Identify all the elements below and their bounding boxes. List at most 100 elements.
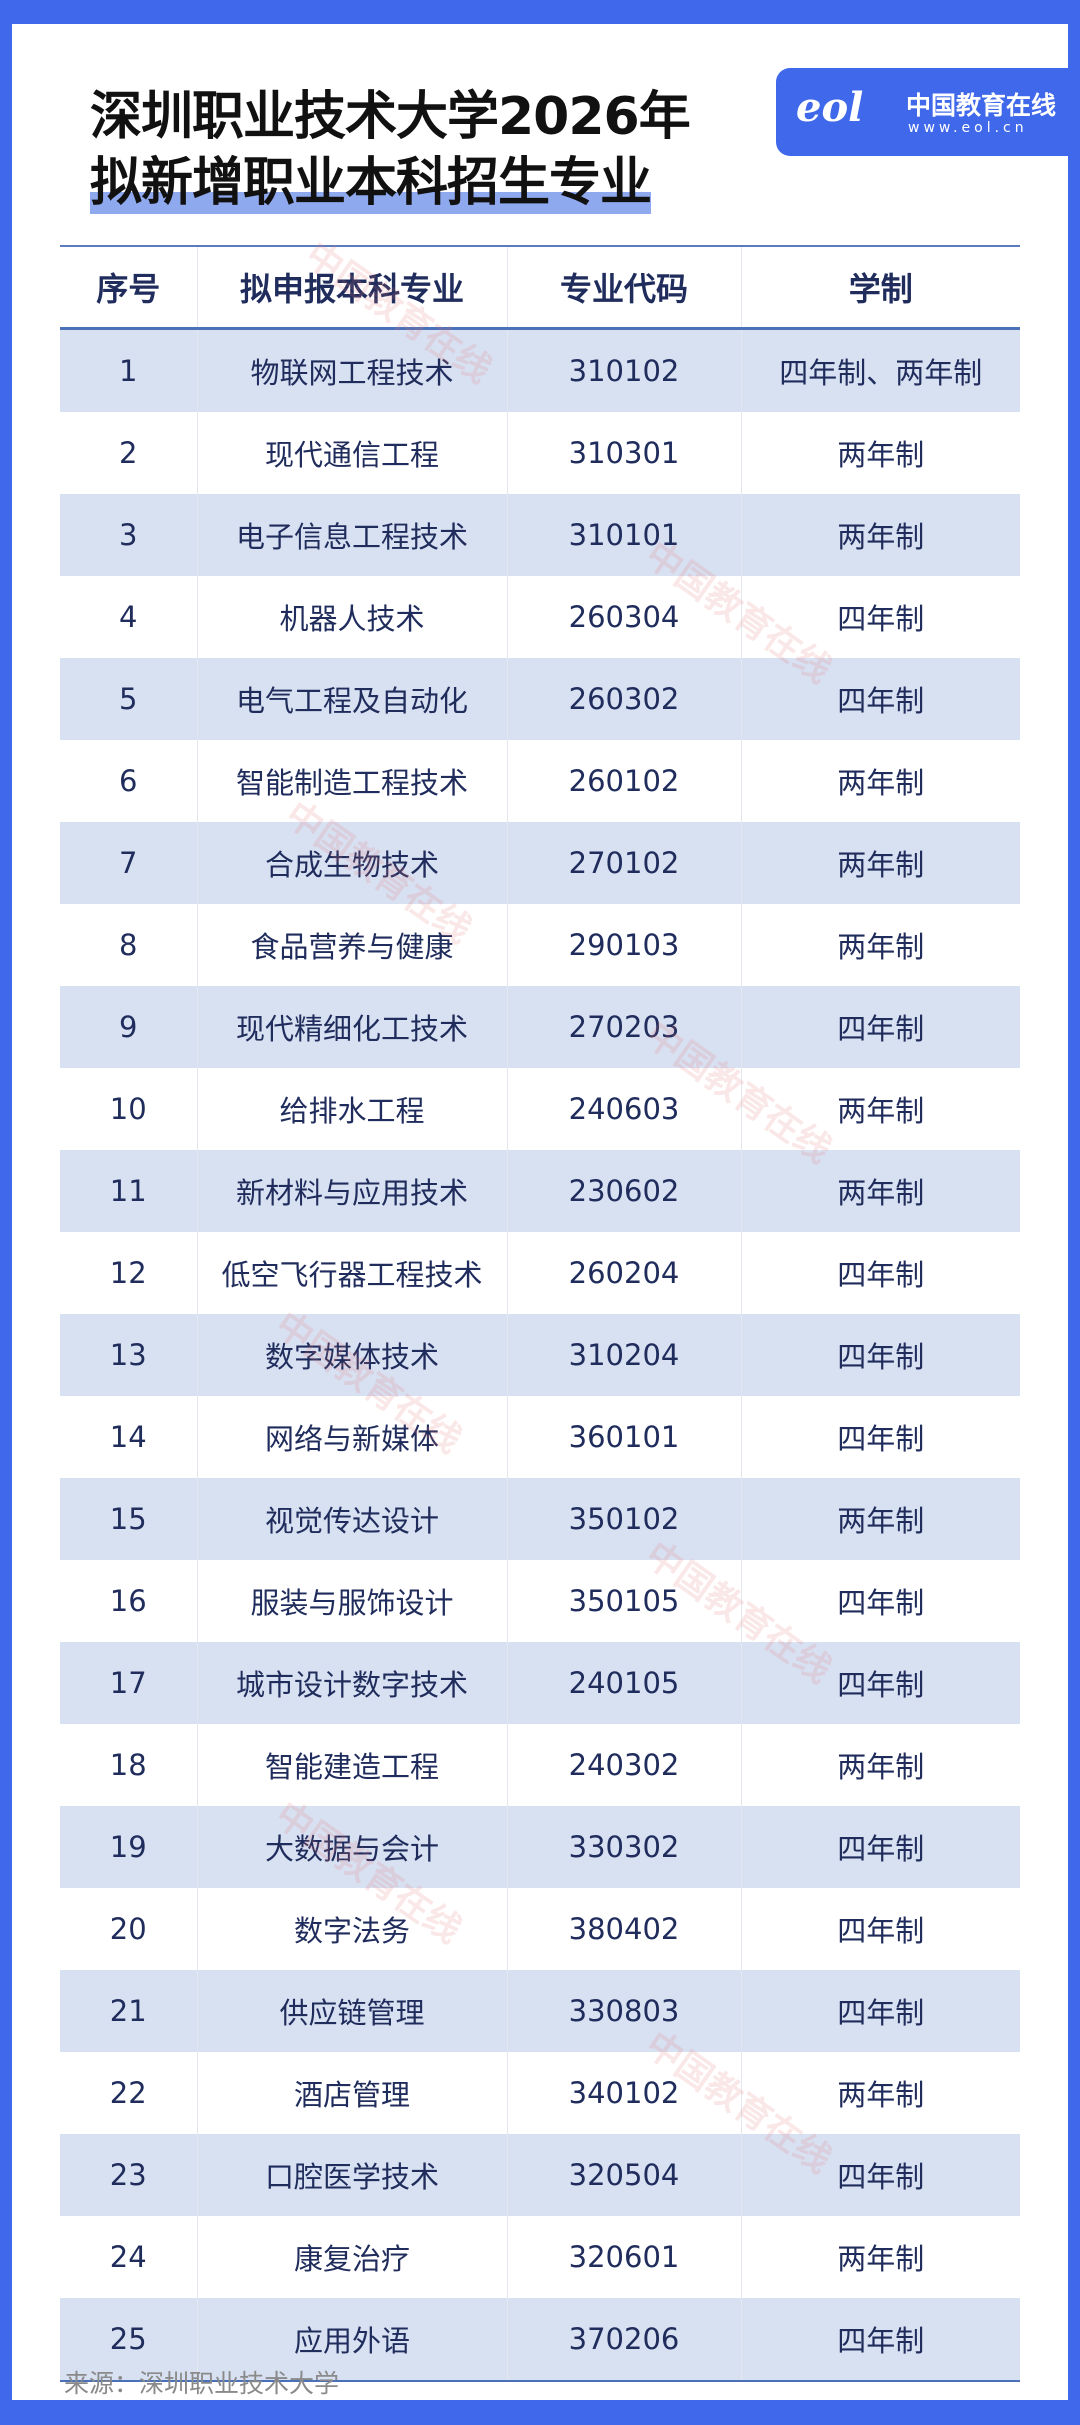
source-note: 来源：深圳职业技术大学 [64,2369,340,2398]
duration-cell: 四年制 [740,1232,1020,1314]
major-name-cell: 现代精细化工技术 [196,986,507,1068]
duration-cell: 两年制 [740,2216,1020,2298]
major-code-cell: 270102 [506,822,741,904]
table-row: 25 应用外语 370206 四年制 [60,2298,1020,2381]
row-number-cell: 11 [109,1174,147,1208]
major-name-cell: 城市设计数字技术 [196,1642,507,1724]
table-row: 14 网络与新媒体 360101 四年制 [60,1396,1020,1478]
row-number-cell: 23 [109,2158,147,2192]
major-code-cell: 320504 [506,2134,741,2216]
major-name-cell: 大数据与会计 [196,1806,507,1888]
duration-cell: 四年制 [740,2298,1020,2381]
major-code-cell: 370206 [506,2298,741,2381]
major-code-cell: 240105 [506,1642,741,1724]
column-header: 序号 [96,270,161,308]
major-code-cell: 350102 [506,1478,741,1560]
row-number-cell: 12 [109,1256,147,1290]
major-name-cell: 智能建造工程 [196,1724,507,1806]
table-row: 17 城市设计数字技术 240105 四年制 [60,1642,1020,1724]
major-name-cell: 新材料与应用技术 [196,1150,507,1232]
table-row: 1 物联网工程技术 310102 四年制、两年制 [60,328,1020,412]
title-line-1: 深圳职业技术大学2026年 [90,87,691,147]
column-header: 专业代码 [506,246,741,329]
major-name-cell: 数字法务 [196,1888,507,1970]
major-code-cell: 310102 [506,328,741,412]
major-name-cell: 电气工程及自动化 [196,658,507,740]
table-row: 21 供应链管理 330803 四年制 [60,1970,1020,2052]
table-row: 4 机器人技术 260304 四年制 [60,576,1020,658]
duration-cell: 两年制 [740,740,1020,822]
major-name-cell: 康复治疗 [196,2216,507,2298]
major-code-cell: 310301 [506,412,741,494]
duration-cell: 四年制 [740,658,1020,740]
major-code-cell: 340102 [506,2052,741,2134]
table-row: 23 口腔医学技术 320504 四年制 [60,2134,1020,2216]
major-code-cell: 260204 [506,1232,741,1314]
table-row: 20 数字法务 380402 四年制 [60,1888,1020,1970]
column-header: 拟申报本科专业 [196,246,507,329]
row-number-cell: 21 [109,1994,147,2028]
table-row: 24 康复治疗 320601 两年制 [60,2216,1020,2298]
row-number-cell: 7 [119,846,138,880]
duration-cell: 两年制 [740,1478,1020,1560]
table-row: 7 合成生物技术 270102 两年制 [60,822,1020,904]
duration-cell: 四年制 [740,576,1020,658]
table-row: 5 电气工程及自动化 260302 四年制 [60,658,1020,740]
major-code-cell: 260102 [506,740,741,822]
major-name-cell: 应用外语 [196,2298,507,2381]
major-code-cell: 350105 [506,1560,741,1642]
table-row: 18 智能建造工程 240302 两年制 [60,1724,1020,1806]
major-code-cell: 230602 [506,1150,741,1232]
major-name-cell: 物联网工程技术 [196,328,507,412]
duration-cell: 四年制 [740,986,1020,1068]
row-number-cell: 13 [109,1338,147,1372]
row-number-cell: 19 [109,1830,147,1864]
duration-cell: 两年制 [740,1068,1020,1150]
major-name-cell: 低空飞行器工程技术 [196,1232,507,1314]
row-number-cell: 14 [109,1420,147,1454]
duration-cell: 四年制 [740,1314,1020,1396]
duration-cell: 四年制 [740,1888,1020,1970]
major-code-cell: 260302 [506,658,741,740]
row-number-cell: 9 [119,1010,138,1044]
duration-cell: 四年制 [740,1970,1020,2052]
major-code-cell: 330803 [506,1970,741,2052]
table-header-row: 序号 拟申报本科专业 专业代码 学制 [60,246,1020,329]
major-code-cell: 290103 [506,904,741,986]
major-code-cell: 310204 [506,1314,741,1396]
major-code-cell: 360101 [506,1396,741,1478]
duration-cell: 四年制 [740,1642,1020,1724]
majors-table: 序号 拟申报本科专业 专业代码 学制 1 物联网工程技术 310102 四年制、两年制 2 现代… [60,245,1020,2382]
major-name-cell: 口腔医学技术 [196,2134,507,2216]
major-name-cell: 智能制造工程技术 [196,740,507,822]
major-name-cell: 电子信息工程技术 [196,494,507,576]
duration-cell: 四年制 [740,1396,1020,1478]
duration-cell: 四年制、两年制 [740,328,1020,412]
major-name-cell: 现代通信工程 [196,412,507,494]
duration-cell: 四年制 [740,1806,1020,1888]
major-name-cell: 给排水工程 [196,1068,507,1150]
row-number-cell: 4 [119,600,138,634]
major-name-cell: 数字媒体技术 [196,1314,507,1396]
row-number-cell: 10 [109,1092,147,1126]
major-name-cell: 酒店管理 [196,2052,507,2134]
table-row: 11 新材料与应用技术 230602 两年制 [60,1150,1020,1232]
column-header: 学制 [740,246,1020,329]
table-row: 12 低空飞行器工程技术 260204 四年制 [60,1232,1020,1314]
duration-cell: 两年制 [740,1150,1020,1232]
table-row: 10 给排水工程 240603 两年制 [60,1068,1020,1150]
major-name-cell: 服装与服饰设计 [196,1560,507,1642]
major-name-cell: 网络与新媒体 [196,1396,507,1478]
table-row: 2 现代通信工程 310301 两年制 [60,412,1020,494]
major-name-cell: 合成生物技术 [196,822,507,904]
duration-cell: 两年制 [740,2052,1020,2134]
table-row: 16 服装与服饰设计 350105 四年制 [60,1560,1020,1642]
major-name-cell: 食品营养与健康 [196,904,507,986]
table-row: 3 电子信息工程技术 310101 两年制 [60,494,1020,576]
title-line-2: 拟新增职业本科招生专业 [90,153,652,214]
duration-cell: 四年制 [740,2134,1020,2216]
table-row: 8 食品营养与健康 290103 两年制 [60,904,1020,986]
logo-url: www.eol.cn [908,120,1028,136]
major-name-cell: 视觉传达设计 [196,1478,507,1560]
major-code-cell: 380402 [506,1888,741,1970]
